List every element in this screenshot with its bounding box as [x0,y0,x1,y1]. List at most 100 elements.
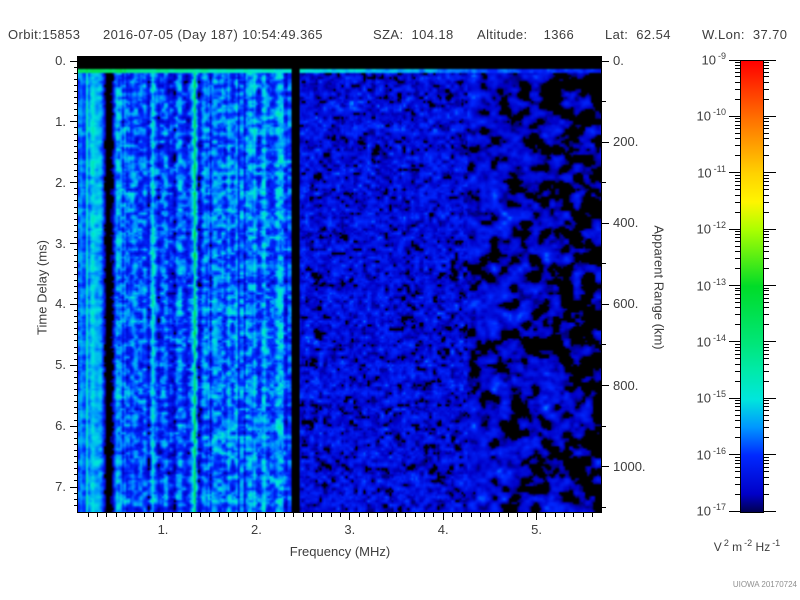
colorbar-minor-tick-left [735,234,740,236]
colorbar-minor-tick-left [735,350,740,352]
y-axis-right-major-tick [602,141,609,143]
colorbar-minor-tick-right [763,231,769,233]
y-axis-right-tick-label: 800. [613,377,639,393]
x-axis-minor-tick [153,513,155,517]
x-axis-minor-tick [386,513,388,517]
colorbar-minor-tick-left [735,343,740,345]
x-axis-tick-label: 3. [344,522,356,537]
x-axis-minor-tick [227,513,229,517]
y-axis-left-minor-tick [74,115,78,117]
x-axis-minor-tick [293,513,295,517]
x-axis-tick-label: 1. [157,522,169,537]
colorbar-minor-tick-right [763,471,769,473]
y-axis-left-tick-label: 5. [55,357,66,373]
x-axis-minor-tick [545,513,547,517]
colorbar-minor-tick-left [735,459,740,461]
colorbar-minor-tick-left [735,363,740,365]
y-axis-left-minor-tick [74,395,78,397]
colorbar-minor-tick-left [735,287,740,289]
y-axis-left-minor-tick [74,322,78,324]
y-axis-left-minor-tick [74,407,78,409]
colorbar-minor-tick-left [735,194,740,196]
y-axis-right-minor-tick [602,101,606,103]
x-axis-minor-tick [405,513,407,517]
colorbar-major-tick-left [729,59,740,61]
y-axis-left-tick-label: 3. [55,235,66,251]
colorbar-minor-tick-left [735,414,740,416]
y-axis-left-minor-tick [74,498,78,500]
x-axis-tick-label: 4. [437,522,449,537]
colorbar [740,60,764,513]
credit-text: UIOWA 20170724 [732,580,797,589]
y-axis-right-major-tick [602,303,609,305]
y-axis-left-minor-tick [74,66,78,68]
x-axis-minor-tick [396,513,397,517]
colorbar-minor-tick-right [763,241,769,243]
colorbar-minor-tick-right [763,346,769,348]
y-axis-left-minor-tick [74,328,78,330]
x-axis-minor-tick [480,513,482,517]
y-axis-left-minor-tick [74,163,78,165]
y-axis-left-minor-tick [74,145,78,147]
y-axis-left-major-tick [70,121,78,123]
colorbar-minor-tick-right [763,234,769,236]
colorbar-minor-tick-right [763,98,769,100]
y-axis-left-minor-tick [74,236,78,238]
x-axis-minor-tick [358,513,360,517]
colorbar-minor-tick-left [735,155,740,157]
colorbar-minor-tick-left [735,493,740,495]
y-axis-left-minor-tick [74,139,78,141]
colorbar-major-tick-left [729,228,740,230]
x-axis-minor-tick [199,513,201,517]
y-axis-left-tick-label: 6. [55,418,66,434]
x-axis-minor-tick [311,513,313,517]
x-axis-minor-tick [209,513,211,517]
colorbar-minor-tick-right [763,251,769,253]
colorbar-minor-tick-right [763,353,769,355]
colorbar-minor-tick-left [735,128,740,130]
colorbar-minor-tick-right [763,81,769,83]
header-west-longitude: W.Lon: 37.70 [702,27,788,42]
y-axis-left-minor-tick [74,358,78,360]
colorbar-minor-tick-right [763,456,769,458]
x-axis-minor-tick [97,513,99,517]
colorbar-minor-tick-right [763,201,769,203]
x-axis-minor-tick [452,513,454,517]
y-axis-left-minor-tick [74,334,78,336]
y-axis-left-minor-tick [74,431,78,433]
colorbar-tick-label: 10 -12 [696,220,726,237]
colorbar-minor-tick-right [763,324,769,326]
y-axis-left-minor-tick [74,97,78,99]
x-axis-minor-tick [508,513,510,517]
y-axis-left-minor-tick [74,370,78,372]
colorbar-minor-tick-left [735,403,740,405]
y-axis-right-minor-tick [602,263,606,265]
colorbar-minor-tick-left [735,471,740,473]
colorbar-major-tick-right [763,172,776,174]
y-axis-left-major-tick [70,486,78,488]
colorbar-tick-label: 10 -13 [696,276,726,293]
y-axis-left-minor-tick [74,151,78,153]
y-axis-left-major-tick [70,60,78,62]
colorbar-minor-tick-right [763,68,769,70]
colorbar-minor-tick-right [763,62,769,64]
colorbar-minor-tick-left [735,456,740,458]
y-axis-left-minor-tick [74,261,78,263]
y-axis-left-minor-tick [74,456,78,458]
x-axis-minor-tick [517,513,519,517]
x-axis-minor-tick [218,513,220,517]
colorbar-minor-tick-left [735,76,740,78]
y-axis-left-minor-tick [74,352,78,354]
y-axis-left-minor-tick [74,224,78,226]
y-axis-left-minor-tick [74,127,78,129]
x-axis-minor-tick [498,513,500,517]
colorbar-major-tick-right [763,115,776,117]
colorbar-minor-tick-left [735,324,740,326]
colorbar-minor-tick-right [763,301,769,303]
y-axis-left-minor-tick [74,230,78,232]
header-altitude: Altitude: 1366 [477,27,575,42]
colorbar-minor-tick-left [735,437,740,439]
y-axis-left-minor-tick [74,480,78,482]
x-axis-major-tick [255,513,257,520]
colorbar-minor-tick-right [763,427,769,429]
